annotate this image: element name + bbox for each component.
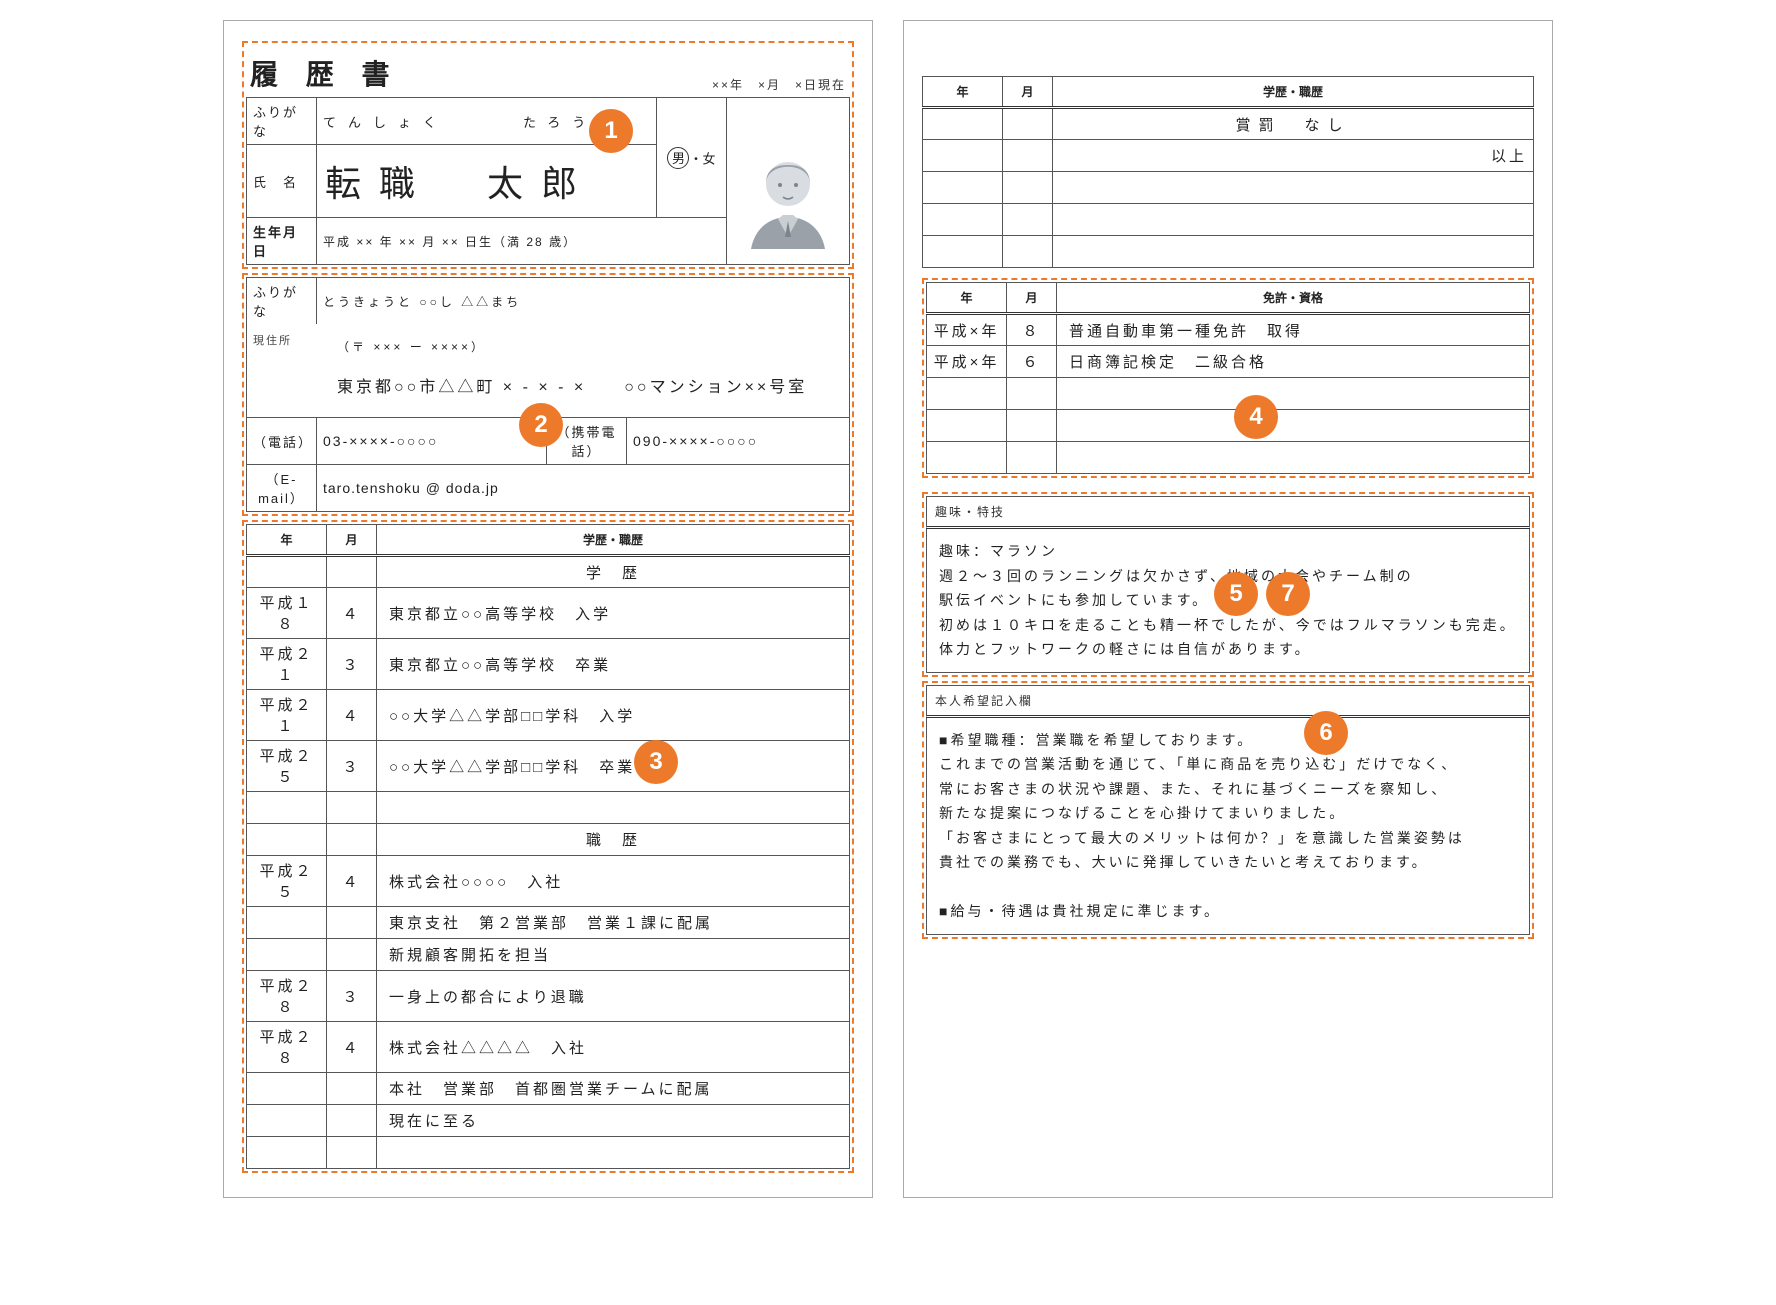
- postal-value: （〒 ××× ー ××××）: [337, 336, 833, 359]
- section-3-box: 3 年 月 学歴・職歴 学 歴 平成１８４東京都立○○高等学校 入学 平成２１３…: [242, 520, 854, 1173]
- hist-month: ３: [327, 741, 377, 792]
- lic-year: 平成×年: [927, 314, 1007, 346]
- addr-furigana-value: とうきょうと ○○し △△まち: [317, 278, 850, 325]
- hist-entry: 本社 営業部 首都圏営業チームに配属: [377, 1073, 850, 1105]
- col-month-header: 月: [1007, 283, 1057, 314]
- resume-page-left: 1 履 歴 書 ××年 ×月 ×日現在 ふりがな てんしょく たろう 男・女: [223, 20, 873, 1198]
- address-table: ふりがな とうきょうと ○○し △△まち 現住所 （〒 ××× ー ××××） …: [246, 277, 850, 512]
- gender-circle-icon: 男: [667, 147, 689, 169]
- name-value: 転職 太郎: [325, 164, 595, 204]
- col-hist-header: 学歴・職歴: [377, 525, 850, 556]
- badge-6: 6: [1304, 711, 1348, 755]
- gender-cell: 男・女: [657, 98, 727, 218]
- hist-year: 平成２８: [247, 1022, 327, 1073]
- badge-5: 5: [1214, 572, 1258, 616]
- furigana-label: ふりがな: [247, 98, 317, 145]
- hist-month: [327, 907, 377, 939]
- hist-month: ４: [327, 588, 377, 639]
- hist-month: ４: [327, 1022, 377, 1073]
- address-value: 東京都○○市△△町 × - × - × ○○マンション××号室: [337, 373, 833, 403]
- section-5-box: 5 7 趣味・特技 趣味：マラソン 週２～３回のランニングは欠かさず、地域の大会…: [922, 492, 1534, 677]
- col-month-header: 月: [327, 525, 377, 556]
- hist-entry: ○○大学△△学部□□学科 卒業: [377, 741, 850, 792]
- badge-4: 4: [1234, 395, 1278, 439]
- avatar-icon: [743, 129, 833, 249]
- col-hist-header: 学歴・職歴: [1053, 77, 1534, 108]
- lic-year: 平成×年: [927, 346, 1007, 378]
- addr-label: 現住所: [253, 328, 323, 413]
- hist-year: 平成２５: [247, 741, 327, 792]
- hist-month: [327, 939, 377, 971]
- hist-entry: 一身上の都合により退職: [377, 971, 850, 1022]
- hist-month: ３: [327, 971, 377, 1022]
- section-4-box: 4 年 月 免許・資格 平成×年８普通自動車第一種免許 取得 平成×年６日商簿記…: [922, 278, 1534, 478]
- section-1-box: 1 履 歴 書 ××年 ×月 ×日現在 ふりがな てんしょく たろう 男・女: [242, 41, 854, 269]
- badge-2: 2: [519, 403, 563, 447]
- lic-month: ６: [1007, 346, 1057, 378]
- hist-entry: 株式会社△△△△ 入社: [377, 1022, 850, 1073]
- work-title: 職 歴: [377, 824, 850, 856]
- badge-1: 1: [589, 109, 633, 153]
- hist-entry: 東京都立○○高等学校 入学: [377, 588, 850, 639]
- lic-entry: 日商簿記検定 二級合格: [1057, 346, 1530, 378]
- history-table-right-top: 年 月 学歴・職歴 賞罰 なし 以上: [922, 76, 1534, 268]
- wish-header: 本人希望記入欄: [926, 685, 1530, 718]
- col-year-header: 年: [923, 77, 1003, 108]
- tel-value: 03-××××-○○○○: [317, 418, 547, 465]
- hist-entry: ○○大学△△学部□□学科 入学: [377, 690, 850, 741]
- hist-month: ４: [327, 856, 377, 907]
- badge-7: 7: [1266, 572, 1310, 616]
- badge-3: 3: [634, 740, 678, 784]
- hist-month: [327, 1105, 377, 1137]
- reward-line: 賞罰 なし: [1053, 108, 1534, 140]
- photo-box: [727, 98, 850, 265]
- wish-body: ■希望職種：営業職を希望しております。 これまでの営業活動を通じて、「単に商品を…: [926, 718, 1530, 935]
- edu-title: 学 歴: [377, 556, 850, 588]
- hist-entry: 東京都立○○高等学校 卒業: [377, 639, 850, 690]
- history-table-left: 年 月 学歴・職歴 学 歴 平成１８４東京都立○○高等学校 入学 平成２１３東京…: [246, 524, 850, 1169]
- hist-entry: 現在に至る: [377, 1105, 850, 1137]
- hist-month: ３: [327, 639, 377, 690]
- hist-year: [247, 907, 327, 939]
- identity-table: ふりがな てんしょく たろう 男・女: [246, 97, 850, 265]
- hist-entry: 東京支社 第２営業部 営業１課に配属: [377, 907, 850, 939]
- resume-page-right: 年 月 学歴・職歴 賞罰 なし 以上 4 年 月 免許・資格 平成×年８普通自動…: [903, 20, 1553, 1198]
- email-label: （E-mail）: [247, 465, 317, 512]
- hist-month: ４: [327, 690, 377, 741]
- license-table: 年 月 免許・資格 平成×年８普通自動車第一種免許 取得 平成×年６日商簿記検定…: [926, 282, 1530, 474]
- hist-year: 平成２１: [247, 639, 327, 690]
- mobile-value: 090-××××-○○○○: [627, 418, 850, 465]
- hist-month: [327, 1073, 377, 1105]
- lic-entry: 普通自動車第一種免許 取得: [1057, 314, 1530, 346]
- col-year-header: 年: [927, 283, 1007, 314]
- dob-label: 生年月日: [247, 218, 317, 265]
- hist-entry: 新規顧客開拓を担当: [377, 939, 850, 971]
- ijo-text: 以上: [1053, 140, 1534, 172]
- license-header: 免許・資格: [1057, 283, 1530, 314]
- col-month-header: 月: [1003, 77, 1053, 108]
- hist-year: [247, 939, 327, 971]
- hist-year: [247, 1073, 327, 1105]
- hobby-header: 趣味・特技: [926, 496, 1530, 529]
- hist-entry: 株式会社○○○○ 入社: [377, 856, 850, 907]
- email-value: taro.tenshoku @ doda.jp: [317, 465, 850, 512]
- hist-year: [247, 1105, 327, 1137]
- date-line: ××年 ×月 ×日現在: [712, 76, 846, 93]
- section-6-box: 6 本人希望記入欄 ■希望職種：営業職を希望しております。 これまでの営業活動を…: [922, 681, 1534, 939]
- hist-year: 平成２８: [247, 971, 327, 1022]
- hist-year: 平成２１: [247, 690, 327, 741]
- col-year-header: 年: [247, 525, 327, 556]
- lic-month: ８: [1007, 314, 1057, 346]
- name-label: 氏 名: [247, 145, 317, 218]
- hist-year: 平成１８: [247, 588, 327, 639]
- section-2-box: 2 ふりがな とうきょうと ○○し △△まち 現住所 （〒 ××× ー ××××…: [242, 273, 854, 516]
- addr-furigana-label: ふりがな: [247, 278, 317, 325]
- document-title: 履 歴 書: [250, 53, 400, 93]
- tel-label: （電話）: [247, 418, 317, 465]
- dob-value: 平成 ×× 年 ×× 月 ×× 日生（満 28 歳）: [317, 218, 727, 265]
- hist-year: 平成２５: [247, 856, 327, 907]
